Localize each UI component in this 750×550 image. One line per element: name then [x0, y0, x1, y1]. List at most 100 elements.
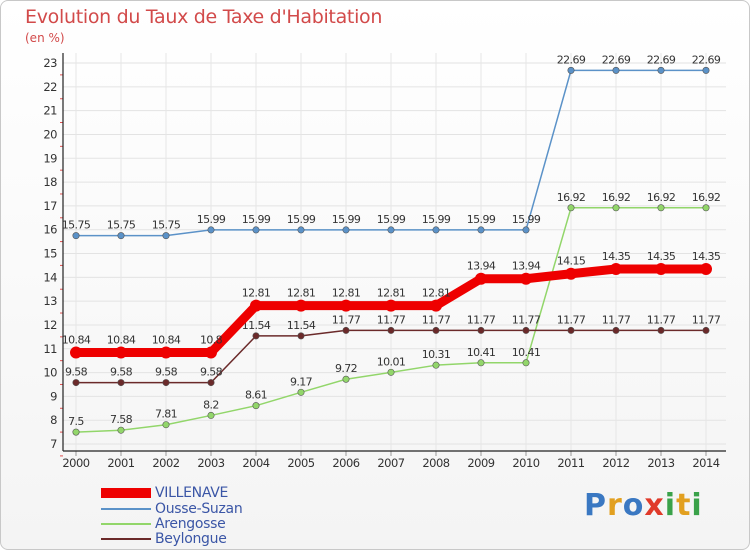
data-point	[252, 332, 260, 340]
data-point	[387, 368, 395, 376]
data-point	[117, 232, 125, 240]
y-tick-label: 10	[43, 366, 57, 380]
y-tick-label: 21	[43, 104, 57, 118]
data-label: 13.94	[512, 260, 541, 273]
data-label: 15.99	[242, 213, 271, 226]
data-point	[207, 411, 215, 419]
data-point	[162, 232, 170, 240]
x-tick-label: 2014	[692, 456, 719, 470]
data-label: 10.84	[152, 334, 181, 347]
data-label: 12.81	[377, 287, 406, 300]
data-label: 8.2	[203, 398, 219, 411]
data-label: 9.58	[200, 366, 223, 379]
data-label: 15.99	[422, 213, 451, 226]
data-point	[117, 426, 125, 434]
data-point	[387, 226, 395, 234]
data-point	[342, 375, 350, 383]
logo-letter: P	[584, 488, 607, 523]
y-tick-label: 23	[43, 56, 57, 70]
data-label: 15.75	[152, 219, 181, 232]
data-label: 15.99	[197, 213, 226, 226]
data-point	[432, 361, 440, 369]
x-tick-label: 2012	[602, 456, 629, 470]
data-point	[205, 346, 217, 359]
data-label: 22.69	[647, 53, 676, 66]
data-point	[477, 326, 485, 334]
legend-item-ousse-suzan: Ousse-Suzan	[101, 500, 243, 517]
data-point	[162, 379, 170, 387]
x-tick-label: 2002	[152, 456, 179, 470]
x-tick-label: 2005	[287, 456, 314, 470]
data-label: 11.77	[332, 313, 361, 326]
data-point	[297, 226, 305, 234]
data-label: 12.81	[422, 287, 451, 300]
data-point	[117, 379, 125, 387]
y-tick-label: 22	[43, 80, 57, 94]
x-tick-label: 2000	[62, 456, 89, 470]
data-point	[340, 299, 352, 312]
data-point	[655, 262, 667, 275]
legend-swatch	[101, 522, 151, 525]
legend-item-villenave: VILLENAVE	[101, 485, 228, 501]
logo-letter: r	[607, 488, 623, 523]
data-point	[657, 66, 665, 74]
data-label: 16.92	[602, 191, 631, 204]
data-point	[610, 262, 622, 275]
data-point	[430, 299, 442, 312]
logo-letter: o	[622, 488, 645, 523]
data-point	[612, 66, 620, 74]
data-label: 9.58	[110, 366, 133, 379]
data-point	[567, 326, 575, 334]
x-tick-label: 2013	[647, 456, 674, 470]
data-label: 16.92	[647, 191, 676, 204]
data-point	[297, 388, 305, 396]
y-tick-label: 14	[43, 270, 57, 284]
data-point	[612, 326, 620, 334]
data-label: 9.72	[335, 362, 357, 375]
data-label: 8.61	[245, 389, 267, 402]
data-point	[565, 267, 577, 280]
data-label: 11.77	[602, 313, 631, 326]
data-label: 10.84	[107, 334, 136, 347]
data-point	[702, 66, 710, 74]
data-point	[522, 226, 530, 234]
data-label: 11.77	[647, 313, 676, 326]
data-point	[207, 226, 215, 234]
data-label: 10.01	[377, 355, 406, 368]
data-label: 14.35	[647, 250, 676, 263]
data-point	[295, 299, 307, 312]
logo-letter: i	[691, 488, 703, 523]
x-tick-label: 2003	[197, 456, 224, 470]
data-point	[475, 272, 487, 285]
data-label: 15.99	[512, 213, 541, 226]
data-point	[700, 262, 712, 275]
data-label: 7.5	[68, 415, 84, 428]
x-tick-label: 2006	[332, 456, 359, 470]
logo-letter: i	[664, 488, 677, 523]
y-tick-label: 17	[43, 199, 57, 213]
data-label: 15.75	[107, 219, 136, 232]
data-label: 9.58	[155, 366, 178, 379]
x-tick-label: 2001	[107, 456, 134, 470]
data-label: 13.94	[467, 260, 496, 273]
legend-label: Arengosse	[155, 515, 226, 532]
legend-label: Beylongue	[155, 530, 227, 547]
x-tick-label: 2009	[467, 456, 494, 470]
y-tick-label: 11	[43, 342, 57, 356]
logo-letter: x	[644, 488, 665, 523]
data-point	[160, 346, 172, 359]
data-label: 10.31	[422, 348, 451, 361]
legend-swatch	[101, 537, 151, 540]
data-point	[702, 326, 710, 334]
data-point	[342, 226, 350, 234]
data-point	[252, 402, 260, 410]
y-tick-label: 9	[50, 389, 57, 403]
data-label: 16.92	[557, 191, 586, 204]
data-point	[70, 346, 82, 359]
y-tick-label: 15	[43, 247, 57, 261]
data-point	[522, 326, 530, 334]
data-point	[72, 232, 80, 240]
legend-label: Ousse-Suzan	[155, 500, 243, 517]
data-point	[115, 346, 127, 359]
data-label: 7.81	[155, 408, 177, 421]
